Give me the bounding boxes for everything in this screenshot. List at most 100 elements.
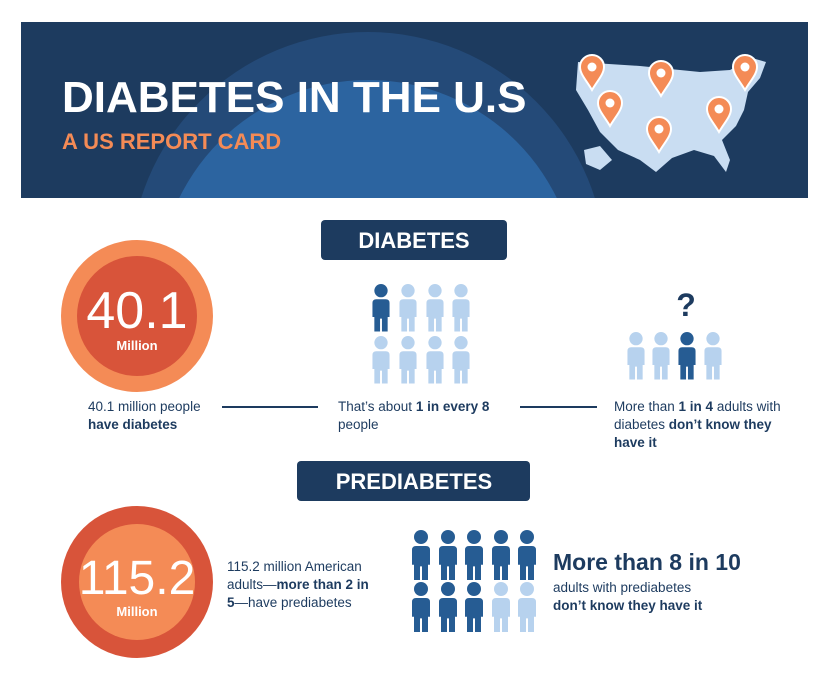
- text-line: 115.2 million American: [227, 559, 362, 574]
- person-body: [439, 546, 457, 580]
- text-segment: 115.2 million American: [227, 559, 362, 574]
- person-body: [399, 299, 417, 332]
- person-body: [452, 299, 470, 332]
- text-segment: 40.1 million people: [88, 399, 201, 414]
- map-pin: [705, 96, 733, 134]
- person-head: [629, 332, 643, 346]
- person-icon: [678, 332, 696, 380]
- person-head: [494, 530, 508, 544]
- text-segment: —have prediabetes: [235, 595, 352, 610]
- person-head: [454, 284, 468, 298]
- map-pin-dot: [654, 124, 664, 134]
- map-pin: [578, 54, 606, 92]
- person-body: [704, 347, 722, 380]
- question-mark: ?: [676, 287, 696, 323]
- person-icon: [399, 284, 417, 332]
- map-pin: [647, 60, 675, 98]
- text-line: That’s about 1 in every 8: [338, 399, 490, 414]
- section-heading: DIABETES: [358, 228, 469, 253]
- person-icon: [412, 582, 430, 632]
- person-body: [518, 546, 536, 580]
- text-line: diabetes don’t know they: [614, 417, 772, 432]
- person-icon: [399, 336, 417, 384]
- person-head: [467, 530, 481, 544]
- person-head: [428, 284, 442, 298]
- stat-number: 115.2: [79, 552, 196, 605]
- header-arcs: [141, 32, 595, 198]
- stat-number: 40.1: [86, 282, 187, 340]
- person-body: [492, 546, 510, 580]
- person-body: [492, 598, 510, 632]
- stat-circle-inner: [79, 524, 195, 640]
- person-icon: [492, 582, 510, 632]
- person-body: [452, 351, 470, 384]
- person-icon: [518, 582, 536, 632]
- stat-unit: Million: [116, 338, 157, 353]
- person-body: [678, 347, 696, 380]
- person-body: [518, 598, 536, 632]
- map-pin-dot: [656, 68, 666, 78]
- person-icon: [372, 336, 390, 384]
- person-head: [441, 530, 455, 544]
- person-head: [494, 582, 508, 596]
- person-icon: [652, 332, 670, 380]
- us-map: [576, 58, 766, 172]
- text-line: adults—more than 2 in: [227, 577, 369, 592]
- person-head: [654, 332, 668, 346]
- text-segment: don’t know they: [669, 417, 772, 432]
- text-line: More than 1 in 4 adults with: [614, 399, 781, 414]
- person-head: [520, 530, 534, 544]
- person-head: [454, 336, 468, 350]
- map-pins: [578, 54, 759, 154]
- text-line: have diabetes: [88, 417, 177, 432]
- text-line: 40.1 million people: [88, 399, 201, 414]
- map-pin-dot: [605, 98, 615, 108]
- section-pill: [297, 461, 530, 501]
- person-body: [412, 598, 430, 632]
- person-head: [401, 284, 415, 298]
- person-head: [467, 582, 481, 596]
- person-icon: [627, 332, 645, 380]
- text-segment: adults—: [227, 577, 277, 592]
- text-line: have it: [614, 435, 657, 450]
- person-body: [372, 351, 390, 384]
- text-segment: diabetes: [614, 417, 669, 432]
- section-pill: [321, 220, 507, 260]
- person-head: [414, 582, 428, 596]
- person-head: [374, 284, 388, 298]
- text-segment: 1 in every 8: [416, 399, 490, 414]
- person-icon: [452, 284, 470, 332]
- person-head: [401, 336, 415, 350]
- person-icon: [426, 284, 444, 332]
- person-body: [465, 546, 483, 580]
- person-head: [680, 332, 694, 346]
- person-icon: [426, 336, 444, 384]
- person-icon: [412, 530, 430, 580]
- text-line: don’t know they have it: [553, 598, 703, 613]
- text-segment: 5: [227, 595, 235, 610]
- text-segment: have diabetes: [88, 417, 177, 432]
- map-pin: [596, 90, 624, 128]
- headline: More than 8 in 10: [553, 549, 741, 575]
- person-head: [374, 336, 388, 350]
- person-icon: [704, 332, 722, 380]
- map-pin-dot: [740, 62, 750, 72]
- title: DIABETES IN THE U.S: [62, 73, 527, 122]
- person-body: [465, 598, 483, 632]
- person-body: [372, 299, 390, 332]
- person-icon: [465, 582, 483, 632]
- text-line: adults with prediabetes: [553, 580, 691, 595]
- person-body: [399, 351, 417, 384]
- text-segment: 1 in 4: [679, 399, 714, 414]
- person-head: [520, 582, 534, 596]
- stat-circle-inner: [77, 256, 197, 376]
- person-body: [652, 347, 670, 380]
- person-body: [426, 351, 444, 384]
- text-segment: more than 2 in: [277, 577, 369, 592]
- person-body: [412, 546, 430, 580]
- map-pin: [731, 54, 759, 92]
- text-segment: That’s about: [338, 399, 416, 414]
- person-icon: [452, 336, 470, 384]
